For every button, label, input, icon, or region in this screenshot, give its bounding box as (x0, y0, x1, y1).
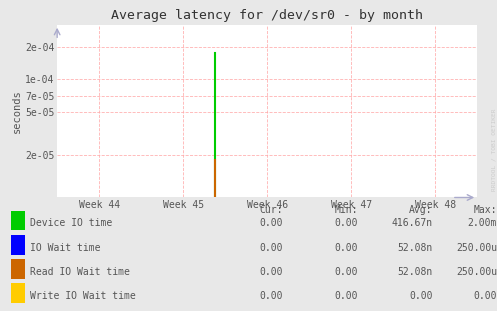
Text: 0.00: 0.00 (474, 291, 497, 301)
Text: 52.08n: 52.08n (397, 243, 432, 253)
Bar (11, 211, 25, 230)
Text: 0.00: 0.00 (334, 218, 358, 228)
Text: 52.08n: 52.08n (397, 267, 432, 277)
Text: RRDTOOL / TOBI OETIKER: RRDTOOL / TOBI OETIKER (491, 108, 496, 191)
Text: 0.00: 0.00 (260, 243, 283, 253)
Text: 0.00: 0.00 (260, 218, 283, 228)
Text: Write IO Wait time: Write IO Wait time (30, 291, 136, 301)
Text: Max:: Max: (474, 205, 497, 215)
Text: 0.00: 0.00 (334, 243, 358, 253)
Text: IO Wait time: IO Wait time (30, 243, 100, 253)
Text: Device IO time: Device IO time (30, 218, 112, 228)
Bar (11, 283, 25, 303)
Text: 2.00m: 2.00m (468, 218, 497, 228)
Text: Min:: Min: (334, 205, 358, 215)
Text: 0.00: 0.00 (409, 291, 432, 301)
Text: 250.00u: 250.00u (456, 267, 497, 277)
Bar (11, 235, 25, 255)
Title: Average latency for /dev/sr0 - by month: Average latency for /dev/sr0 - by month (111, 9, 423, 22)
Text: 0.00: 0.00 (260, 291, 283, 301)
Text: 250.00u: 250.00u (456, 243, 497, 253)
Text: 0.00: 0.00 (334, 291, 358, 301)
Text: 416.67n: 416.67n (391, 218, 432, 228)
Text: Avg:: Avg: (409, 205, 432, 215)
Text: Cur:: Cur: (260, 205, 283, 215)
Text: 0.00: 0.00 (260, 267, 283, 277)
Text: 0.00: 0.00 (334, 267, 358, 277)
Y-axis label: seconds: seconds (12, 89, 22, 133)
Text: Read IO Wait time: Read IO Wait time (30, 267, 130, 277)
Bar (11, 259, 25, 279)
